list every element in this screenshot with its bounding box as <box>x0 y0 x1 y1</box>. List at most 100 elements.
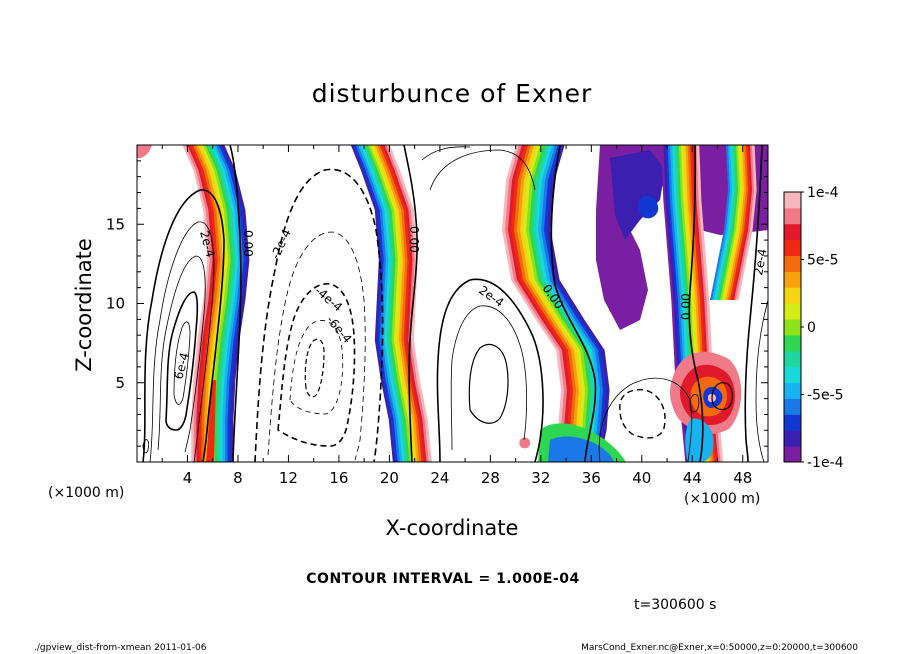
contour-line <box>468 343 509 424</box>
y-tick-label: 5 <box>115 374 125 392</box>
color-band <box>710 145 731 300</box>
color-band <box>696 145 724 462</box>
color-band <box>734 145 755 300</box>
x-tick-label: 24 <box>430 469 449 487</box>
colorbar-swatch <box>784 255 801 272</box>
color-band <box>374 145 420 462</box>
color-band <box>358 145 403 462</box>
contour-line <box>403 145 418 462</box>
contour-lines <box>142 145 768 462</box>
colorbar-swatch <box>784 271 801 288</box>
color-band <box>535 145 598 462</box>
x-tick-label: 44 <box>683 469 702 487</box>
colorbar-swatch <box>784 303 801 320</box>
colorbar-swatch <box>784 366 801 384</box>
contour-line <box>598 377 693 462</box>
footer-left: ./gpview_dist-from-xmean 2011-01-06 <box>34 643 207 653</box>
contour-line <box>267 231 366 461</box>
color-band <box>724 145 745 300</box>
x-tick-label: 36 <box>582 469 601 487</box>
color-band <box>538 145 601 462</box>
contour-line <box>277 283 356 447</box>
colorbar-swatch <box>784 287 801 304</box>
contour-line <box>165 291 199 431</box>
x-axis: 4 8 12 16 20 24 28 32 36 40 44 48 <box>161 145 752 487</box>
color-band <box>547 145 610 462</box>
color-band <box>362 145 408 462</box>
y-tick-label: 15 <box>106 215 125 233</box>
color-band <box>728 145 749 300</box>
color-band <box>685 418 714 462</box>
contour-line <box>619 388 666 439</box>
color-band <box>384 145 430 462</box>
contour-label: 0.00 <box>407 226 421 253</box>
x-tick-label: 48 <box>733 469 752 487</box>
color-band <box>137 145 152 158</box>
color-band <box>519 437 531 449</box>
colorbar: 1e-4 5e-5 0 -5e-5 -1e-4 <box>783 185 844 471</box>
color-band <box>732 145 753 300</box>
color-band <box>718 145 739 300</box>
color-band <box>216 145 245 462</box>
chart-title: disturbunce of Exner <box>312 79 593 108</box>
contour-line <box>755 299 768 462</box>
colorbar-swatch <box>784 446 801 463</box>
colorbar-label: 5e-5 <box>807 253 838 269</box>
colorbar-swatch <box>784 350 801 368</box>
colorbar-label: 1e-4 <box>807 185 839 201</box>
footer-right: MarsCond_Exner.nc@Exner,x=0:50000,z=0:20… <box>581 643 858 653</box>
colorbar-swatch <box>784 430 801 447</box>
contour-line <box>688 145 704 462</box>
contour-label: 0.00 <box>679 293 693 320</box>
color-band <box>716 145 737 300</box>
contour-label: 0.00 <box>241 230 255 257</box>
y-axis: 5 10 15 <box>106 160 768 447</box>
colorbar-swatch <box>784 334 801 352</box>
color-band <box>210 145 239 462</box>
color-band <box>221 145 250 462</box>
colorbar-swatch <box>784 207 801 225</box>
contour-line <box>229 145 242 462</box>
color-band <box>372 145 418 462</box>
colorbar-label: -1e-4 <box>807 455 844 471</box>
color-band <box>205 145 234 462</box>
contour-line <box>744 145 763 462</box>
colorbar-swatch <box>784 192 801 209</box>
color-band <box>722 145 743 300</box>
color-band <box>736 145 757 300</box>
x-tick-label: 20 <box>380 469 399 487</box>
contour-label: 2e-4 <box>197 229 218 259</box>
color-band <box>377 145 423 462</box>
color-band <box>208 145 237 462</box>
contour-line <box>254 168 384 462</box>
x-tick-label: 16 <box>329 469 348 487</box>
color-band <box>610 150 665 240</box>
x-tick-label: 8 <box>233 469 243 487</box>
contour-line <box>304 338 325 398</box>
contour-line <box>157 255 206 453</box>
x-tick-label: 4 <box>183 469 193 487</box>
color-band <box>353 145 399 462</box>
color-band <box>187 145 216 462</box>
color-band <box>714 145 735 300</box>
color-band <box>360 145 406 462</box>
contour-line <box>550 145 597 462</box>
x-axis-unit: (×1000 m) <box>684 491 760 507</box>
contour-line <box>149 221 215 462</box>
contour-line <box>711 382 734 411</box>
contour-line <box>173 321 191 405</box>
y-tick-label: 10 <box>106 295 125 313</box>
contour-label: 6e-4 <box>171 351 192 381</box>
color-band <box>379 145 425 462</box>
colorbar-label: 0 <box>807 320 816 336</box>
color-band <box>382 145 427 462</box>
colorbar-swatch <box>784 398 801 415</box>
color-band <box>200 145 229 462</box>
color-band <box>365 145 411 462</box>
colorbar-swatch <box>784 382 801 399</box>
y-axis-unit: (×1000 m) <box>48 485 124 501</box>
plot-area: 2e-4 0.00 -2e-4 -4e-4 -6e-4 0.00 2e-4 0.… <box>106 144 770 487</box>
colorbar-swatch <box>784 223 801 241</box>
color-band <box>544 145 607 462</box>
x-tick-label: 40 <box>632 469 651 487</box>
